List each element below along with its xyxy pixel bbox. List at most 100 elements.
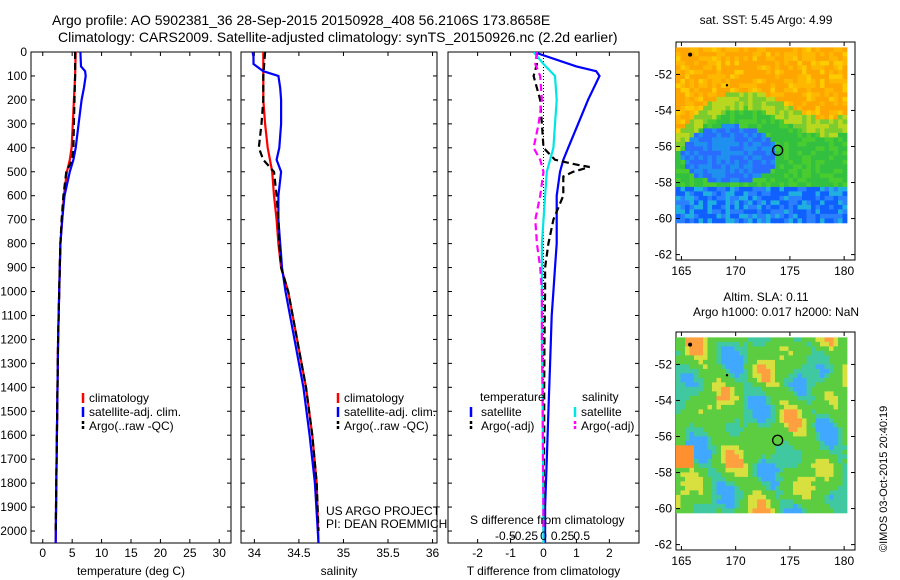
map-cell <box>681 472 686 477</box>
map-cell <box>735 364 740 369</box>
map-cell <box>681 137 686 142</box>
map-cell <box>744 209 749 214</box>
sst-map-xtick-label: 180 <box>834 264 854 278</box>
map-cell <box>762 182 767 187</box>
map-cell <box>721 405 726 410</box>
map-cell <box>793 88 798 93</box>
map-cell <box>690 92 695 97</box>
map-cell <box>726 160 731 165</box>
map-cell <box>676 155 681 160</box>
map-cell <box>834 133 839 138</box>
map-cell <box>816 205 821 210</box>
map-cell <box>708 486 713 491</box>
map-cell <box>699 79 704 84</box>
map-cell <box>735 146 740 151</box>
map-cell <box>739 88 744 93</box>
map-cell <box>784 155 789 160</box>
map-cell <box>834 450 839 455</box>
map-cell <box>735 151 740 156</box>
map-cell <box>757 360 762 365</box>
map-cell <box>703 405 708 410</box>
map-cell <box>820 486 825 491</box>
map-cell <box>721 468 726 473</box>
map-cell <box>712 409 717 414</box>
map-cell <box>838 92 843 97</box>
map-cell <box>834 209 839 214</box>
map-cell <box>789 355 794 360</box>
map-cell <box>757 499 762 504</box>
map-cell <box>753 56 758 61</box>
map-cell <box>834 477 839 482</box>
map-cell <box>735 65 740 70</box>
map-cell <box>699 387 704 392</box>
map-cell <box>838 128 843 133</box>
map-cell <box>690 495 695 500</box>
map-cell <box>811 414 816 419</box>
map-cell <box>784 463 789 468</box>
map-cell <box>766 133 771 138</box>
map-cell <box>753 387 758 392</box>
sla-map-xtick-label: 165 <box>671 554 691 568</box>
map-cell <box>802 481 807 486</box>
map-cell <box>676 83 681 88</box>
map-cell <box>775 409 780 414</box>
map-cell <box>802 74 807 79</box>
map-cell <box>685 450 690 455</box>
map-cell <box>699 214 704 219</box>
map-cell <box>811 142 816 147</box>
map-cell <box>784 432 789 437</box>
map-cell <box>703 196 708 201</box>
map-cell <box>676 88 681 93</box>
map-cell <box>712 119 717 124</box>
map-cell <box>811 423 816 428</box>
map-cell <box>739 490 744 495</box>
map-cell <box>766 351 771 356</box>
map-cell <box>676 337 681 342</box>
map-cell <box>708 409 713 414</box>
map-cell <box>703 65 708 70</box>
map-cell <box>744 92 749 97</box>
map-cell <box>753 400 758 405</box>
map-cell <box>735 160 740 165</box>
map-cell <box>748 164 753 169</box>
map-cell <box>843 414 848 419</box>
map-cell <box>820 209 825 214</box>
map-cell <box>730 463 735 468</box>
depth-tick-label: 1900 <box>0 500 27 514</box>
map-cell <box>708 191 713 196</box>
map-cell <box>780 187 785 192</box>
map-cell <box>829 106 834 111</box>
map-cell <box>735 504 740 509</box>
map-cell <box>798 418 803 423</box>
map-cell <box>780 490 785 495</box>
map-cell <box>843 191 848 196</box>
map-cell <box>748 61 753 66</box>
map-cell <box>789 47 794 52</box>
map-cell <box>712 472 717 477</box>
map-cell <box>807 423 812 428</box>
map-cell <box>681 110 686 115</box>
map-cell <box>681 65 686 70</box>
map-cell <box>712 128 717 133</box>
map-cell <box>753 182 758 187</box>
map-cell <box>694 378 699 383</box>
map-cell <box>708 209 713 214</box>
map-cell <box>798 79 803 84</box>
map-cell <box>681 337 686 342</box>
map-cell <box>820 477 825 482</box>
map-cell <box>757 490 762 495</box>
depth-tick-label: 700 <box>7 213 27 227</box>
map-cell <box>816 142 821 147</box>
map-cell <box>780 504 785 509</box>
map-cell <box>762 342 767 347</box>
map-cell <box>748 472 753 477</box>
map-cell <box>739 508 744 513</box>
depth-tick-label: 1000 <box>0 285 27 299</box>
map-cell <box>771 499 776 504</box>
map-cell <box>753 178 758 183</box>
map-cell <box>757 47 762 52</box>
map-cell <box>834 160 839 165</box>
map-cell <box>798 214 803 219</box>
map-cell <box>703 146 708 151</box>
map-cell <box>798 391 803 396</box>
